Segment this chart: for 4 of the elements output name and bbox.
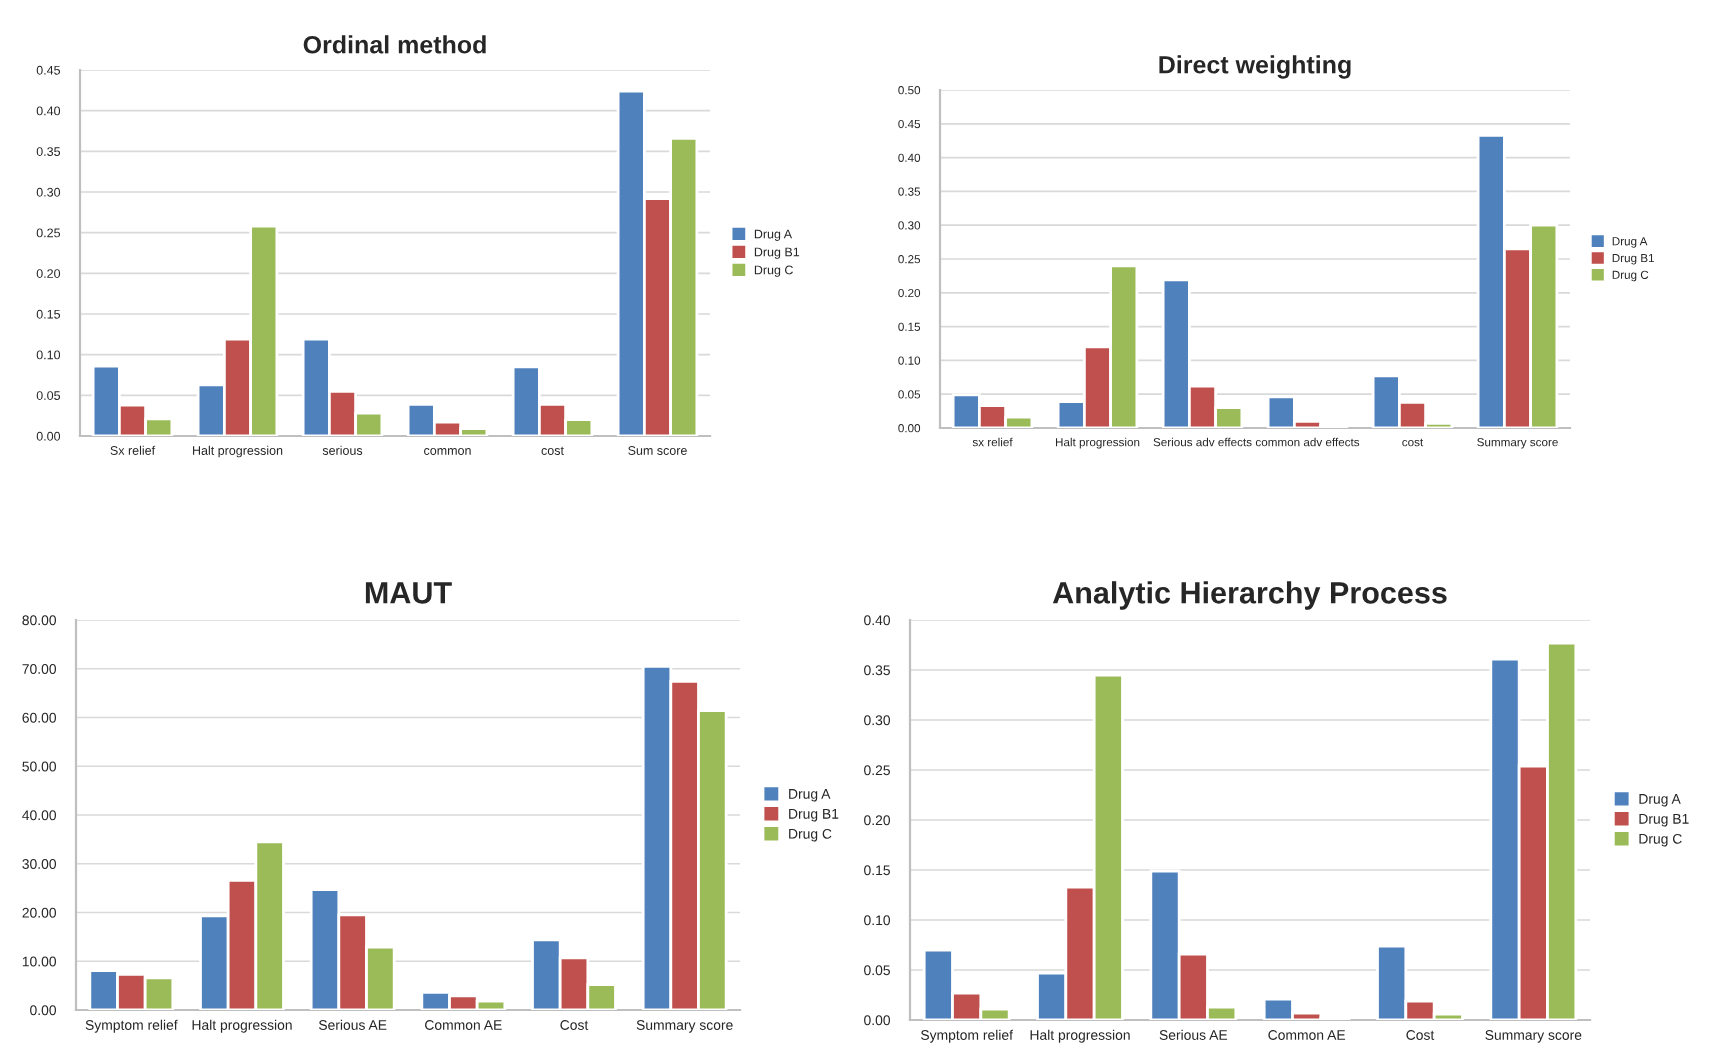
chart-title: MAUT — [365, 582, 452, 604]
chart-title: Ordinal method — [303, 35, 486, 54]
chart-title: Direct weighting — [1159, 55, 1351, 79]
chart-title: Analytic Hierarchy Process — [1052, 581, 1447, 610]
